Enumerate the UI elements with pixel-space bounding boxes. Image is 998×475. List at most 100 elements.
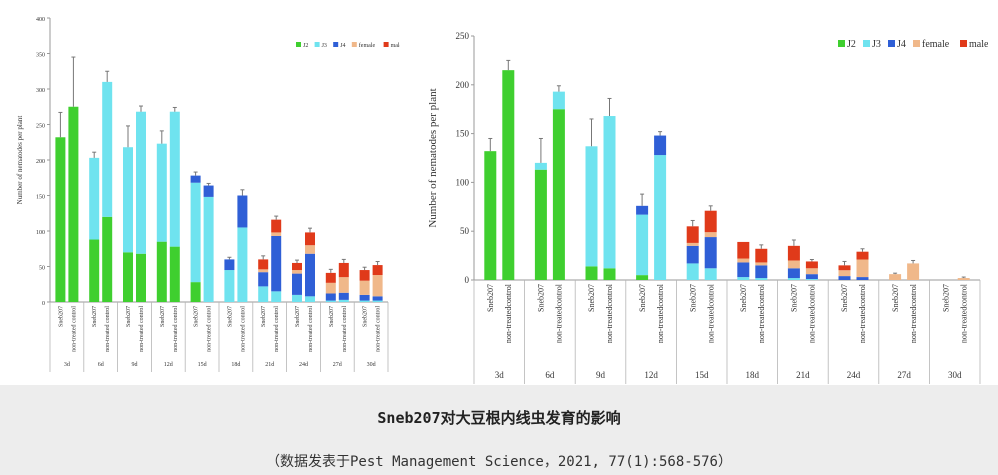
legend-label: male [969, 39, 988, 50]
bar-segment-male [271, 219, 282, 233]
bar-segment-j4 [190, 175, 201, 183]
bar-segment-j4 [224, 259, 235, 271]
legend-label: J2 [847, 39, 856, 50]
x-category-label: non-treated control [139, 306, 145, 352]
bar-segment-j4 [237, 195, 248, 228]
legend-swatch [888, 40, 895, 47]
bar-segment-female [338, 277, 349, 293]
bar-segment-j3 [237, 227, 248, 302]
bar-segment-j2 [636, 275, 649, 280]
bar-segment-male [359, 270, 370, 281]
bar-segment-j4 [856, 277, 869, 280]
bar-segment-j3 [169, 111, 180, 247]
x-category-label: non-treated control [71, 306, 77, 352]
bar-segment-j4 [805, 274, 818, 280]
x-group-label: 30d [367, 362, 376, 368]
x-category-label: Sneb207 [295, 306, 301, 327]
x-group-label: 18d [746, 370, 760, 380]
x-category-label: Sneb207 [126, 306, 132, 327]
x-category-label: non-treatedcontrol [504, 283, 513, 343]
x-category-label: Sneb207 [638, 284, 647, 312]
bar-segment-j2 [603, 268, 616, 280]
bar-segment-male [372, 265, 383, 276]
x-group-label: 3d [64, 362, 70, 368]
bar-segment-male [292, 262, 302, 271]
x-group-label: 24d [847, 370, 861, 380]
x-category-label: Sneb207 [227, 306, 233, 327]
bar-segment-female [907, 263, 920, 280]
bar-segment-j3 [203, 196, 214, 302]
legend-label: J4 [897, 39, 906, 50]
legend-swatch [333, 42, 339, 47]
caption-area: Sneb207对大豆根内线虫发育的影响 （数据发表于Pest Managemen… [0, 385, 998, 475]
bar-segment-j2 [502, 70, 515, 280]
x-group-label: 6d [545, 370, 555, 380]
bar-segment-j3 [258, 286, 269, 302]
bar-segment-j3 [534, 162, 547, 170]
figure-area: 0 50 100 150 200 250 300 350 400 Number of nemato… [16, 17, 988, 384]
legend-swatch [913, 40, 920, 47]
bar-segment-j4 [636, 205, 649, 215]
x-category-label: Sneb207 [537, 284, 546, 312]
legend-label: female [922, 39, 950, 50]
bar-segment-j2 [89, 239, 100, 302]
caption-source: （数据发表于Pest Management Science，2021, 77(1… [265, 454, 732, 470]
bar-segment-j4 [203, 185, 214, 197]
x-group-label: 9d [596, 370, 606, 380]
x-category-label: Sneb207 [160, 306, 166, 327]
bar-segment-j3 [89, 157, 100, 240]
bar-segment-j4 [686, 245, 699, 264]
x-category-label: non-treatedcontrol [808, 283, 817, 343]
legend-label: J3 [322, 43, 327, 49]
bar-segment-male [704, 210, 717, 233]
bar-segment-j2 [585, 266, 598, 280]
bar-segment-j4 [838, 276, 851, 280]
x-group-label: 24d [299, 362, 308, 368]
x-category-label: Sneb207 [688, 284, 697, 312]
caption-title: Sneb207对大豆根内线虫发育的影响 [377, 409, 621, 427]
bar-segment-female [305, 245, 315, 254]
x-category-label: Sneb207 [790, 284, 799, 312]
y-tick-label: 100 [456, 177, 470, 187]
bar-segment-j3 [686, 263, 699, 280]
bar-segment-j4 [755, 265, 768, 279]
bar-segment-j3 [156, 143, 167, 242]
x-category-label: non-treatedcontrol [605, 283, 614, 343]
x-group-label: 12d [164, 362, 173, 368]
bar-segment-j3 [372, 300, 383, 302]
bar-segment-j2 [190, 282, 201, 302]
x-category-label: Sneb207 [587, 284, 596, 312]
legend-label: female [359, 42, 376, 49]
legend-swatch [863, 40, 870, 47]
bar-segment-male [305, 232, 315, 246]
bar-segment-j2 [534, 169, 547, 280]
bar-segment-j3 [325, 300, 336, 302]
legend-label: J2 [303, 43, 308, 49]
legend-swatch [838, 40, 845, 47]
bar-segment-j4 [325, 293, 336, 301]
bar-segment-j3 [359, 300, 370, 302]
bar-segment-j2 [484, 151, 497, 280]
bar-segment-j2 [68, 106, 79, 302]
chart-left: 0 50 100 150 200 250 300 350 400 Number of nemato… [16, 17, 400, 372]
bar-segment-j2 [156, 241, 167, 302]
y-tick-label: 0 [42, 301, 45, 307]
bar-segment-male [338, 262, 349, 278]
y-tick-label: 250 [36, 124, 45, 130]
bar-segment-j3 [805, 279, 818, 280]
bar-segment-j3 [136, 111, 146, 254]
x-category-label: non-treatedcontrol [909, 283, 918, 343]
x-group-label: 30d [948, 370, 962, 380]
x-category-label: Sneb207 [363, 306, 369, 327]
x-category-label: Sneb207 [739, 284, 748, 312]
x-category-label: non-treatedcontrol [959, 283, 968, 343]
bar-segment-j4 [737, 262, 750, 278]
legend-swatch [296, 42, 301, 47]
y-tick-label: 150 [36, 195, 45, 201]
y-tick-label: 50 [39, 266, 45, 272]
chart-right: 0 50 100 150 200 250 Number of nematodes per p… [427, 31, 988, 384]
bar-segment-j2 [552, 109, 565, 280]
bar-segment-female [737, 258, 750, 263]
bar-segment-female [372, 275, 383, 297]
bar-segment-male [856, 251, 869, 260]
